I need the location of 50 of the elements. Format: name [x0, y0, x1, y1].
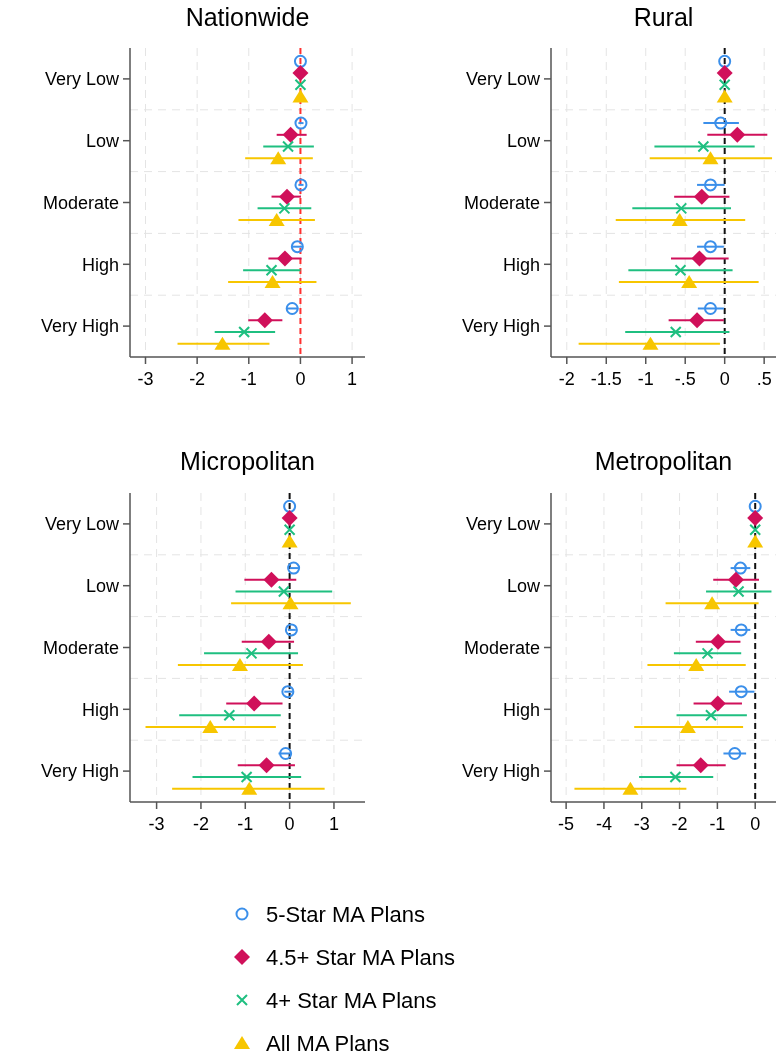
x-tick-label: -2	[189, 369, 206, 389]
y-tick-label: Very Low	[44, 514, 120, 535]
x-tick-label: 0	[295, 369, 306, 389]
legend-label: All MA Plans	[266, 1030, 390, 1056]
y-tick-label: High	[81, 699, 119, 720]
y-tick-label: Low	[85, 576, 120, 596]
x-tick-label: -4	[595, 814, 612, 834]
x-tick-label: -2	[671, 814, 688, 834]
x-tick-label: -3	[633, 814, 650, 834]
chart-title: Micropolitan	[180, 447, 315, 475]
x-tick-label: -1	[637, 369, 654, 389]
y-tick-label: Moderate	[42, 637, 119, 658]
x-tick-label: 1	[328, 814, 339, 834]
y-tick-label: Very Low	[465, 514, 541, 535]
chart-title: Nationwide	[185, 3, 310, 31]
y-tick-label: Very High	[461, 316, 540, 337]
x-tick-label: 0	[284, 814, 295, 834]
x-tick-label: .5	[756, 369, 772, 389]
y-tick-label: High	[81, 254, 119, 275]
x-tick-label: 1	[347, 369, 358, 389]
chart-title: Metropolitan	[594, 447, 733, 475]
x-tick-label: -2	[192, 814, 209, 834]
x-tick-label: 0	[750, 814, 761, 834]
y-tick-label: Very Low	[465, 69, 541, 90]
y-tick-label: Moderate	[463, 637, 540, 658]
x-tick-label: -2	[558, 369, 575, 389]
y-tick-label: Moderate	[42, 192, 119, 213]
y-tick-label: Very Low	[44, 69, 120, 90]
y-tick-label: High	[502, 254, 540, 275]
y-tick-label: High	[502, 699, 540, 720]
x-tick-label: -5	[558, 814, 575, 834]
x-tick-label: -1.5	[590, 369, 622, 389]
y-tick-label: Very High	[40, 316, 119, 337]
y-tick-label: Low	[85, 131, 120, 151]
x-tick-label: -3	[148, 814, 165, 834]
y-tick-label: Low	[506, 131, 541, 151]
x-tick-label: -.5	[674, 369, 696, 389]
legend-label: 4.5+ Star MA Plans	[266, 944, 455, 970]
y-tick-label: Low	[506, 576, 541, 596]
x-tick-label: -3	[137, 369, 154, 389]
legend-label: 4+ Star MA Plans	[266, 987, 437, 1013]
chart-title: Rural	[633, 3, 694, 31]
x-tick-label: -1	[237, 814, 254, 834]
y-tick-label: Very High	[461, 761, 540, 782]
x-tick-label: -1	[240, 369, 257, 389]
x-tick-label: -1	[709, 814, 726, 834]
y-tick-label: Moderate	[463, 192, 540, 213]
legend-label: 5-Star MA Plans	[266, 901, 425, 927]
x-tick-label: 0	[719, 369, 730, 389]
y-tick-label: Very High	[40, 761, 119, 782]
